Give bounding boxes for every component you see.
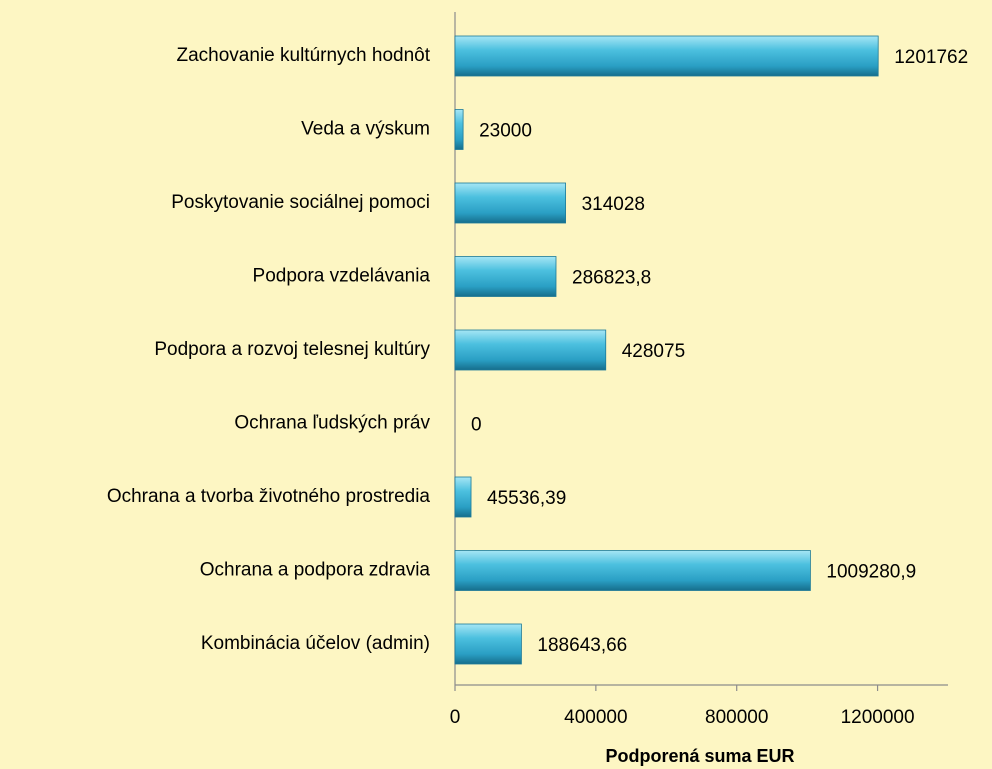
bar xyxy=(454,109,464,150)
data-label: 45536,39 xyxy=(487,488,566,509)
data-label: 188643,66 xyxy=(537,635,627,656)
data-label: 1009280,9 xyxy=(826,562,916,583)
y-tick-label: Zachovanie kultúrnych hodnôt xyxy=(177,45,431,66)
bar xyxy=(454,256,557,297)
y-tick-label: Ochrana a podpora zdravia xyxy=(200,560,431,581)
bar xyxy=(454,35,879,77)
data-label: 1201762 xyxy=(894,47,968,68)
y-tick-label: Podpora a rozvoj telesnej kultúry xyxy=(154,339,430,360)
y-tick-label: Ochrana a tvorba životného prostredia xyxy=(107,486,431,507)
data-label: 23000 xyxy=(479,121,532,142)
data-label: 0 xyxy=(471,415,482,436)
x-tick-label: 800000 xyxy=(705,707,768,728)
x-tick-label: 0 xyxy=(450,707,461,728)
data-label: 314028 xyxy=(582,194,645,215)
x-tick-label: 400000 xyxy=(564,707,627,728)
y-tick-label: Kombinácia účelov (admin) xyxy=(201,633,430,654)
bar xyxy=(454,550,811,591)
x-tick-label: 1200000 xyxy=(841,707,915,728)
data-label: 428075 xyxy=(622,341,685,362)
x-axis-title: Podporená suma EUR xyxy=(605,746,794,766)
y-tick-label: Ochrana ľudských práv xyxy=(234,413,430,434)
y-tick-label: Podpora vzdelávania xyxy=(253,266,431,287)
y-tick-label: Poskytovanie sociálnej pomoci xyxy=(171,192,430,213)
bar xyxy=(454,182,566,224)
bar xyxy=(454,623,522,665)
y-tick-label: Veda a výskum xyxy=(301,119,430,140)
bar xyxy=(454,476,472,518)
data-label: 286823,8 xyxy=(572,268,651,289)
bar xyxy=(454,329,607,371)
